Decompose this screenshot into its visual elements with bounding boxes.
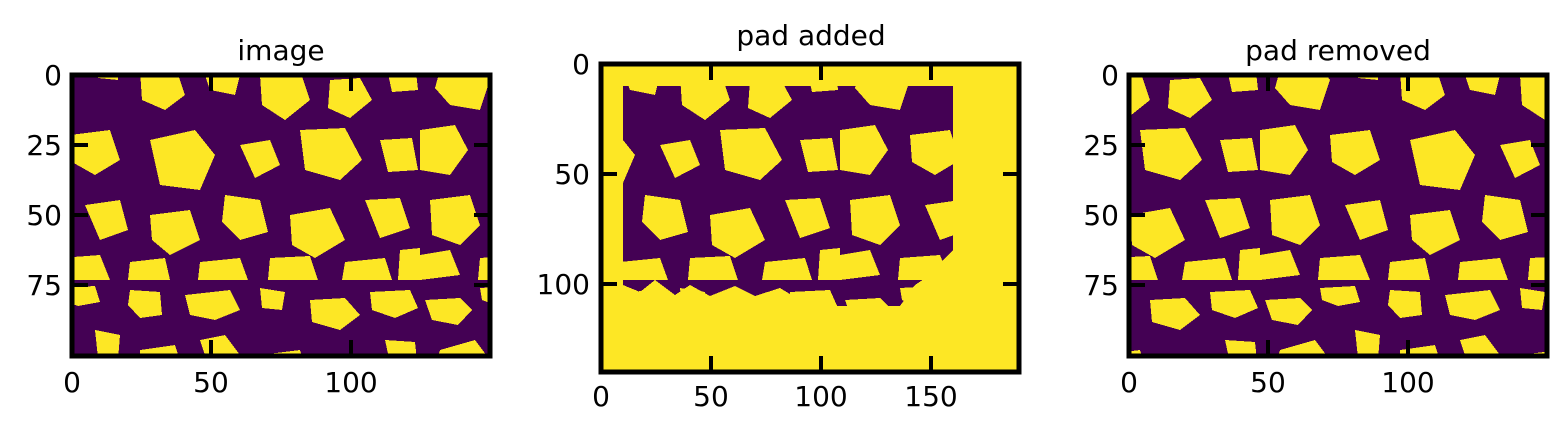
panel-title-pad-removed: pad removed <box>1245 34 1431 67</box>
y-tick-label: 0 <box>1101 59 1119 92</box>
image-data-area <box>1129 75 1547 356</box>
y-ticks-pad-added <box>601 62 1019 286</box>
y-tick-label: 0 <box>572 48 590 81</box>
x-ticks-image <box>70 75 353 356</box>
panel-title-pad-added: pad added <box>736 19 885 52</box>
x-tick-label: 0 <box>63 366 81 399</box>
panel-pad-added: pad added 0 50 100 150 <box>537 19 1022 413</box>
x-tick-label: 100 <box>1381 366 1434 399</box>
image-data-area <box>72 75 490 356</box>
panel-pad-removed: pad removed 0 50 100 0 25 50 75 <box>1083 34 1550 399</box>
y-tick-label: 50 <box>1083 199 1119 232</box>
y-tick-label: 75 <box>26 269 62 302</box>
y-tick-label: 0 <box>44 59 62 92</box>
y-tick-label: 75 <box>1083 269 1119 302</box>
x-tick-label: 50 <box>1250 366 1286 399</box>
y-tick-label: 100 <box>537 268 590 301</box>
y-tick-label: 50 <box>554 158 590 191</box>
y-tick-label: 25 <box>26 129 62 162</box>
x-tick-label: 0 <box>1120 366 1138 399</box>
image-data-area <box>623 86 953 306</box>
pad-irregular-edge <box>623 250 953 306</box>
y-tick-label: 50 <box>26 199 62 232</box>
x-tick-label: 50 <box>193 366 229 399</box>
x-tick-label: 100 <box>324 366 377 399</box>
x-tick-label: 0 <box>592 380 610 413</box>
x-ticks-pad-removed <box>1127 75 1410 356</box>
x-tick-label: 150 <box>904 380 957 413</box>
y-tick-label: 25 <box>1083 129 1119 162</box>
panel-image: image 0 50 100 0 25 50 75 <box>26 34 493 399</box>
plot-frame-pad-added <box>598 61 1022 375</box>
x-tick-label: 50 <box>693 380 729 413</box>
y-ticks-pad-removed <box>1129 73 1547 287</box>
x-ticks-pad-added <box>599 64 933 372</box>
x-tick-label: 100 <box>794 380 847 413</box>
y-ticks-image <box>72 73 490 287</box>
panel-title-image: image <box>237 34 324 67</box>
